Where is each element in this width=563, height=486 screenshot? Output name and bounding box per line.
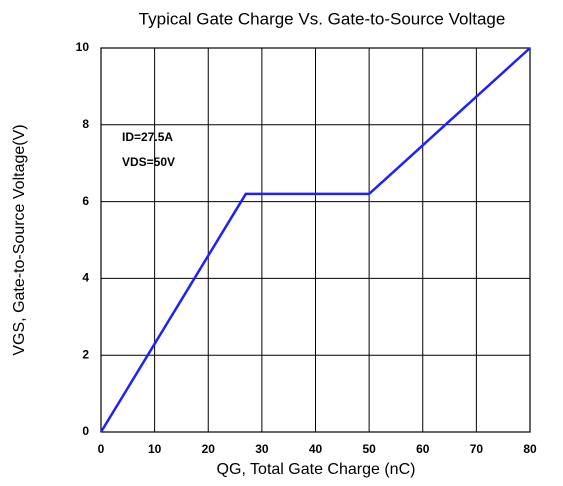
x-tick-label: 60 [416, 442, 430, 456]
y-tick-label: 6 [82, 194, 89, 208]
x-tick-label: 80 [523, 442, 537, 456]
y-tick-label: 10 [76, 40, 90, 54]
x-tick-label: 10 [148, 442, 162, 456]
y-axis-label: VGS, Gate-to-Source Voltage(V) [11, 124, 28, 355]
y-tick-label: 4 [82, 271, 89, 285]
data-line [99, 47, 531, 433]
plot-border [100, 47, 531, 433]
x-tick-label: 30 [255, 442, 269, 456]
x-tick-label: 70 [470, 442, 484, 456]
chart-title: Typical Gate Charge Vs. Gate-to-Source V… [139, 9, 506, 28]
annotation: VDS=50V [122, 155, 175, 169]
annotation: ID=27.5A [122, 130, 173, 144]
y-tick-label: 2 [82, 347, 89, 361]
x-axis-label: QG, Total Gate Charge (nC) [217, 461, 416, 478]
x-tick-label: 0 [98, 442, 105, 456]
x-tick-label: 50 [362, 442, 376, 456]
y-tick-label: 8 [82, 117, 89, 131]
x-tick-label: 40 [309, 442, 323, 456]
y-tick-label: 0 [82, 424, 89, 438]
x-tick-label: 20 [202, 442, 216, 456]
